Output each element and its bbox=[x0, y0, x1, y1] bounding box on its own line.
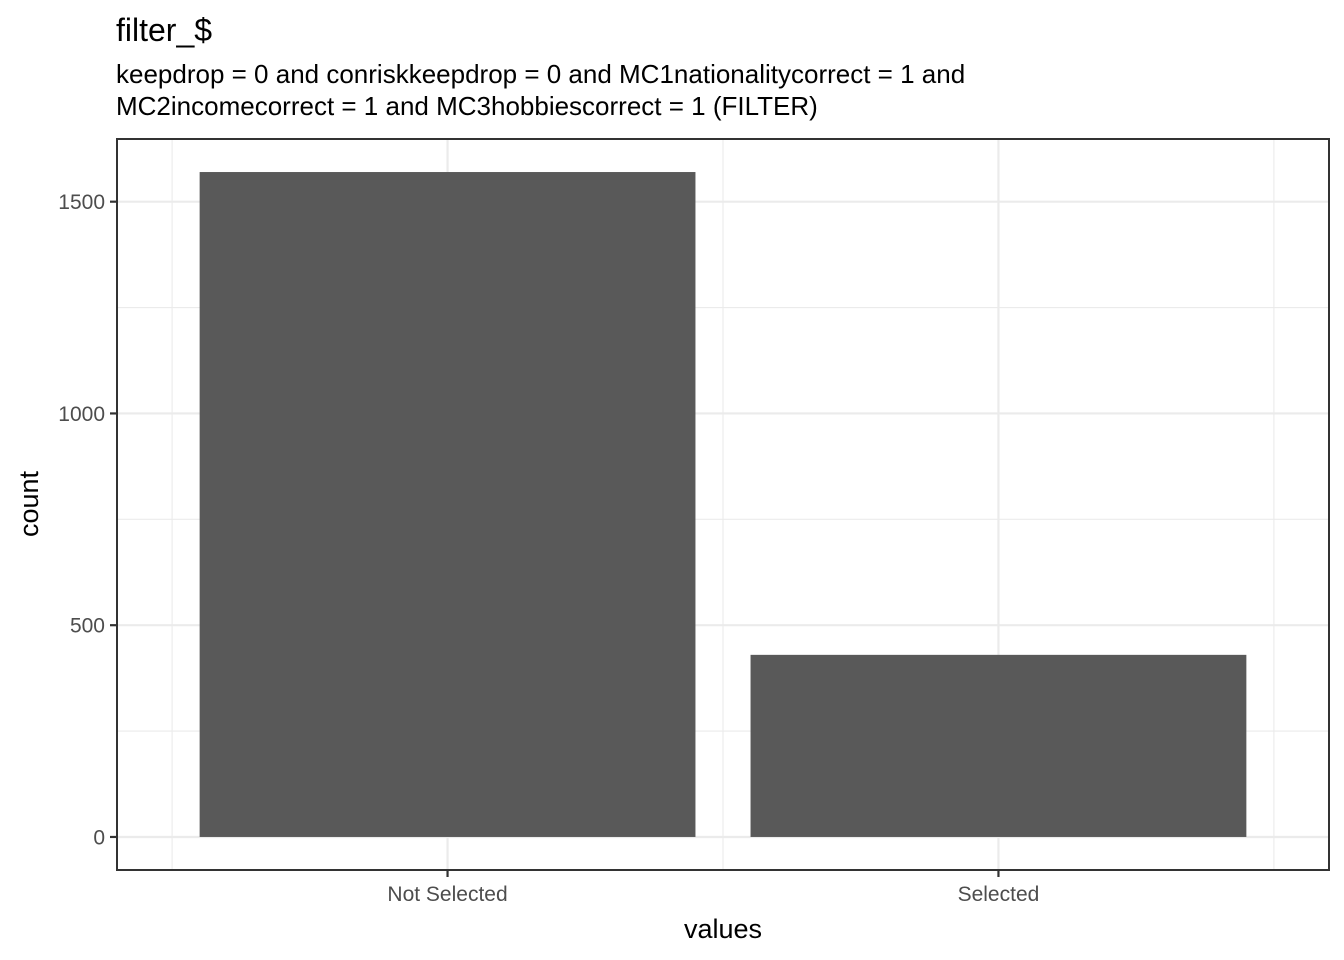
x-tick-label: Selected bbox=[958, 883, 1040, 906]
bar bbox=[750, 654, 1247, 837]
axes: 0 500 1000 1500 Not Selected Selected bbox=[58, 191, 1039, 906]
plot-panel-border bbox=[116, 138, 1330, 871]
x-tick-label: Not Selected bbox=[387, 883, 507, 906]
chart-subtitle-line-2: MC2incomecorrect = 1 and MC3hobbiescorre… bbox=[116, 91, 818, 121]
y-axis-title: count bbox=[14, 470, 44, 537]
y-tick-label: 1500 bbox=[58, 191, 105, 214]
x-axis-title: values bbox=[684, 914, 762, 944]
bars bbox=[199, 172, 1247, 837]
y-tick-label: 1000 bbox=[58, 403, 105, 426]
chart-subtitle-line-1: keepdrop = 0 and conriskkeepdrop = 0 and… bbox=[116, 59, 965, 89]
chart-title: filter_$ bbox=[116, 12, 212, 48]
y-tick-label: 0 bbox=[93, 826, 105, 849]
bar bbox=[199, 172, 696, 837]
y-tick-label: 500 bbox=[70, 615, 105, 638]
